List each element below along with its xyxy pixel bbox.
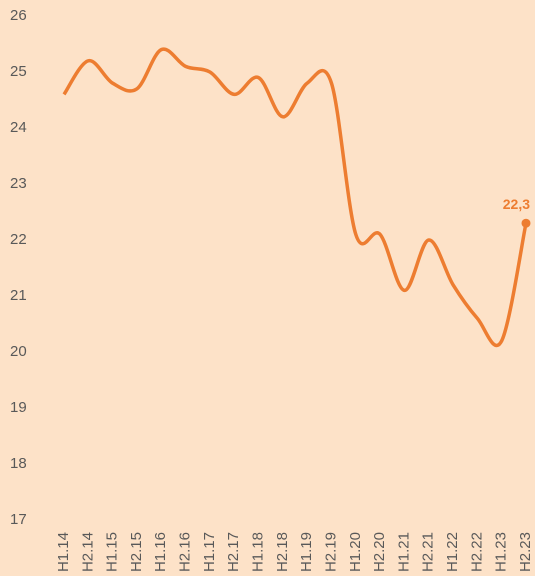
x-tick-label: H1.16 xyxy=(152,532,169,572)
y-tick-label: 22 xyxy=(10,231,27,248)
y-tick-label: 18 xyxy=(10,455,27,472)
y-tick-label: 24 xyxy=(10,119,27,136)
x-tick-label: H2.22 xyxy=(468,532,485,572)
x-tick-label: H1.21 xyxy=(395,532,412,572)
data-label: 22,3 xyxy=(503,196,530,212)
x-tick-label: H2.16 xyxy=(177,532,194,572)
x-tick-label: H1.19 xyxy=(298,532,315,572)
y-tick-label: 23 xyxy=(10,175,27,192)
line xyxy=(62,47,528,348)
y-tick-label: 25 xyxy=(10,63,27,80)
x-tick-label: H2.15 xyxy=(128,532,145,572)
y-tick-label: 26 xyxy=(10,7,27,24)
x-tick-label: H2.18 xyxy=(274,532,291,572)
x-tick-label: H2.23 xyxy=(517,532,534,572)
y-tick-label: 20 xyxy=(10,343,27,360)
x-tick-label: H2.21 xyxy=(420,532,437,572)
x-tick-label: H1.22 xyxy=(444,532,461,572)
x-tick-label: H1.23 xyxy=(493,532,510,572)
x-tick-label: H2.14 xyxy=(79,532,96,572)
x-tick-label: H1.14 xyxy=(55,532,72,572)
x-tick-label: H1.20 xyxy=(347,532,364,572)
x-tick-label: H1.15 xyxy=(104,532,121,572)
x-tick-label: H1.17 xyxy=(201,532,218,572)
x-tick-label: H2.17 xyxy=(225,532,242,572)
y-tick-label: 21 xyxy=(10,287,27,304)
x-tick-label: H1.18 xyxy=(249,532,266,572)
y-tick-label: 17 xyxy=(10,511,27,528)
point-marker xyxy=(521,218,531,228)
x-tick-label: H2.20 xyxy=(371,532,388,572)
y-tick-label: 19 xyxy=(10,399,27,416)
x-tick-label: H2.19 xyxy=(322,532,339,572)
